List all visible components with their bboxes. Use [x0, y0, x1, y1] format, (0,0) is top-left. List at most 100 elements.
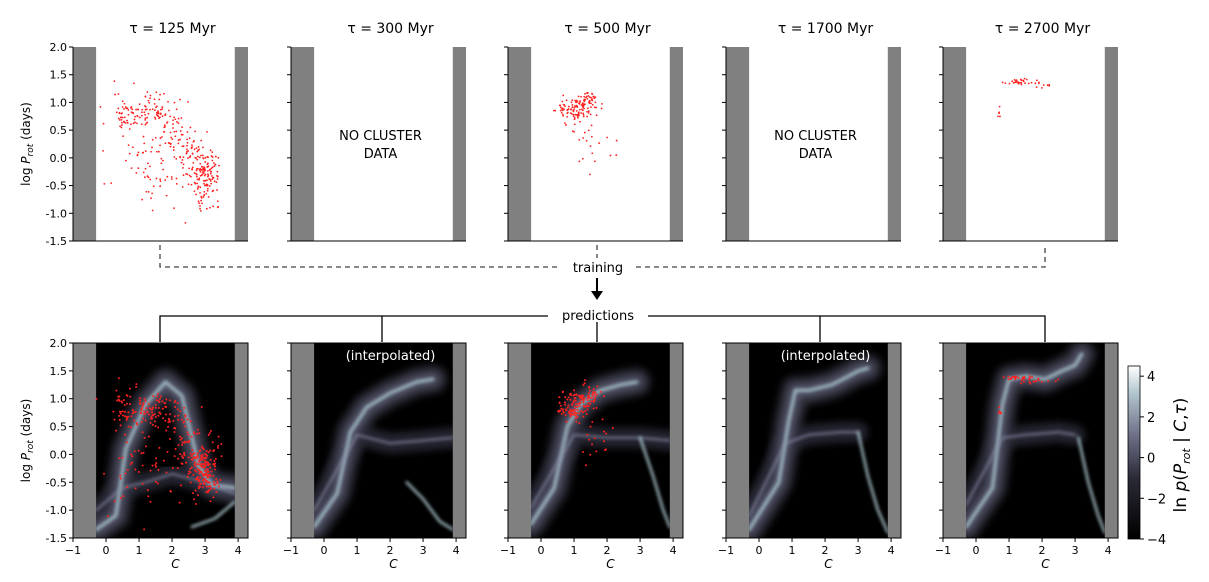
data-point: [207, 464, 210, 467]
data-point: [198, 472, 201, 475]
data-point: [582, 112, 585, 115]
data-point: [204, 161, 207, 163]
data-point: [140, 123, 143, 126]
data-point: [127, 144, 130, 147]
data-point: [117, 107, 120, 110]
data-point: [582, 384, 585, 387]
data-point: [151, 464, 154, 467]
data-point: [206, 461, 209, 464]
data-point: [151, 423, 154, 426]
data-point: [119, 424, 122, 427]
density-ridge: [966, 430, 1077, 506]
data-point: [193, 452, 196, 455]
data-point: [216, 480, 219, 483]
data-point: [165, 194, 168, 197]
data-point: [174, 427, 177, 430]
data-point: [173, 455, 176, 458]
data-point: [135, 422, 138, 425]
data-point: [593, 399, 596, 402]
panel-title: τ = 300 Myr: [347, 21, 434, 37]
data-point: [149, 97, 151, 100]
data-point: [157, 112, 159, 115]
data-point: [199, 476, 202, 479]
data-point: [173, 156, 176, 158]
data-point: [141, 464, 144, 467]
data-point: [1046, 84, 1049, 87]
data-point: [214, 465, 217, 468]
data-point: [580, 95, 582, 98]
data-point: [139, 116, 141, 119]
data-point: [169, 131, 172, 134]
data-point: [1024, 82, 1026, 85]
data-point: [174, 448, 177, 451]
data-point: [577, 95, 580, 98]
data-point: [157, 150, 160, 153]
x-tick-label: 0: [973, 544, 980, 557]
data-point: [209, 429, 212, 432]
data-point: [158, 446, 161, 449]
data-point: [143, 176, 146, 179]
data-point: [592, 407, 595, 410]
data-point: [587, 395, 590, 398]
data-point: [603, 449, 606, 452]
data-point: [115, 111, 118, 114]
data-point: [177, 142, 180, 145]
data-point: [212, 475, 215, 478]
data-point: [144, 150, 147, 153]
density-ridge: [638, 436, 670, 529]
data-point: [590, 124, 593, 127]
data-point: [190, 455, 193, 458]
data-point: [139, 402, 142, 405]
data-point: [133, 118, 136, 121]
data-point: [179, 410, 182, 413]
data-point: [999, 115, 1001, 118]
data-point: [572, 109, 575, 112]
data-point: [1029, 382, 1032, 385]
data-point: [589, 96, 592, 99]
data-point: [155, 91, 158, 94]
data-point: [106, 515, 109, 518]
data-point: [213, 162, 215, 164]
data-point: [190, 183, 193, 186]
data-point: [134, 410, 137, 413]
data-point: [200, 454, 203, 457]
data-point: [207, 473, 210, 476]
data-point: [128, 128, 131, 130]
data-point: [203, 184, 206, 187]
data-point: [124, 159, 127, 162]
data-point: [203, 166, 205, 168]
colorbar-tick-label: 2: [1147, 411, 1155, 426]
data-point: [140, 421, 143, 424]
data-point: [123, 404, 126, 407]
x-axis-label: C: [389, 557, 398, 571]
axis-frame: [942, 342, 1119, 539]
data-point: [129, 395, 132, 398]
data-point: [157, 426, 160, 429]
data-point: [162, 168, 165, 171]
data-point: [586, 92, 588, 94]
data-point: [209, 149, 212, 152]
data-point: [129, 107, 132, 109]
data-point: [159, 180, 162, 183]
panel-title: τ = 125 Myr: [129, 21, 216, 37]
data-point: [190, 435, 193, 438]
data-point: [173, 431, 176, 434]
data-point: [153, 98, 156, 101]
data-point: [578, 422, 581, 425]
data-point: [123, 116, 126, 119]
data-point: [159, 137, 162, 139]
data-point: [586, 97, 589, 100]
data-point: [124, 433, 127, 436]
data-point: [137, 471, 140, 474]
data-point: [560, 407, 563, 410]
data-point: [195, 172, 197, 175]
data-point: [161, 106, 164, 108]
data-point: [197, 186, 199, 189]
data-point: [587, 110, 590, 112]
data-point: [163, 124, 166, 127]
data-point: [582, 451, 585, 454]
data-point: [199, 483, 202, 486]
masked-region: [234, 343, 248, 538]
data-point: [140, 452, 143, 455]
predictions-label: predictions: [562, 309, 634, 324]
